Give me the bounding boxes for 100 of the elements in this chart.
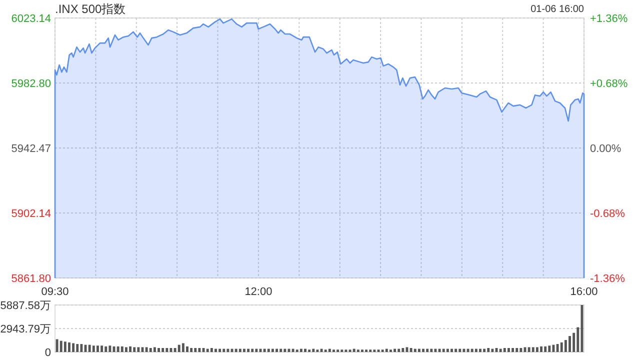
x-tick-label: 09:30 [41,286,69,298]
bar [512,348,514,352]
y-tick-label: 5982.80 [11,78,51,90]
bar [508,348,510,352]
bar [438,348,441,352]
y-tick-label: 5942.47 [11,143,51,155]
bar [271,348,274,352]
bar [206,348,209,352]
bar [194,348,197,352]
y2-tick-label: -1.36% [590,273,626,285]
bar [414,348,416,352]
bar [320,348,323,352]
bar [247,348,250,352]
bar [292,348,294,352]
bar [479,348,482,352]
bar [394,348,396,352]
bar [178,344,180,352]
chart-title: .INX 500指数 [55,2,126,16]
bar [474,348,478,352]
bar [64,342,66,352]
bar [92,346,95,352]
bar [153,347,156,352]
y2-tick-label: 0.00% [590,143,622,155]
bar [56,339,58,352]
x-tick-label: 16:00 [570,286,598,298]
bar [385,348,388,352]
bar [104,346,108,352]
bar [214,348,217,352]
bar [540,346,542,352]
bar [149,348,152,352]
bar [304,348,306,352]
y2-tick-label: -0.68% [590,208,626,220]
bar [418,348,420,352]
bar [300,348,302,352]
y-tick-label: 5887.58万 [0,300,51,312]
bar [410,348,412,352]
bar [426,348,429,352]
bar [352,348,356,352]
bar [267,348,270,352]
bar [243,348,246,352]
bar [182,343,184,352]
bar [458,348,462,352]
bar [328,348,331,352]
bar [133,347,136,352]
bar [68,342,70,352]
bar [226,348,230,352]
bar [470,348,474,352]
y-tick-label: 6023.14 [11,13,51,25]
bar [255,348,258,352]
bar [210,348,213,352]
bar [503,348,506,352]
bar [174,348,176,352]
bar [556,344,559,352]
bar [129,346,132,352]
bar [516,348,518,352]
bar [528,347,530,352]
bar [520,348,522,352]
bar [116,346,120,352]
bar [398,348,400,352]
bar [108,346,112,352]
bar [560,342,563,352]
bar [536,347,538,352]
bar [402,348,404,352]
bar [251,348,254,352]
bar [442,348,445,352]
bar [186,346,188,352]
y-tick-label: 5861.80 [11,273,51,285]
x-tick-label: 12:00 [244,286,272,298]
bar [446,348,449,352]
bar [100,346,104,352]
bar [162,348,164,352]
bar [120,346,124,352]
bar [263,348,266,352]
bar [454,348,458,352]
bar [544,346,547,352]
bar [218,348,222,352]
bar [166,348,168,352]
bar [72,343,75,352]
bar [422,348,424,352]
bar [60,340,62,352]
bar [450,348,453,352]
bar [532,347,534,352]
bar [88,344,91,352]
bar [76,344,79,352]
bar [158,348,160,352]
y-tick-label: 0 [44,347,51,359]
bar [222,348,226,352]
y-tick-label: 5902.14 [11,208,51,220]
bar [491,348,494,352]
bar [124,347,128,352]
bar [430,348,433,352]
bar [145,347,148,352]
bar [580,305,584,352]
bar [499,348,502,352]
bar [238,348,242,352]
bar [284,348,286,352]
bar [276,348,278,352]
bar [80,344,83,352]
bar [487,348,490,352]
bar [96,346,99,352]
